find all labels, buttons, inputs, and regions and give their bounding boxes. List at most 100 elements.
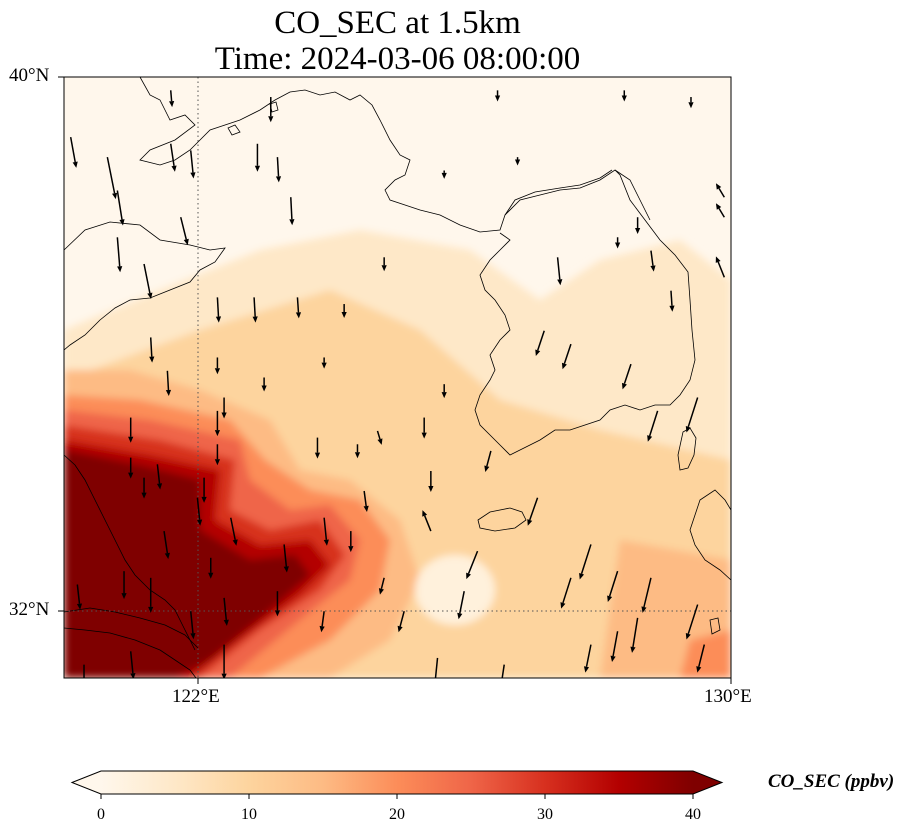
colorbar-label-10: 10: [241, 806, 257, 823]
wind-arrow-head: [685, 633, 691, 640]
coastline-yangtze-south: [64, 627, 197, 678]
wind-arrow: [261, 377, 267, 392]
wind-arrow-head: [428, 485, 434, 492]
wind-arrow-head: [557, 279, 563, 286]
wind-arrow: [223, 597, 229, 626]
wind-arrow: [116, 237, 123, 273]
wind-arrow-head: [363, 505, 369, 513]
wind-arrow-shaft: [537, 330, 545, 351]
wind-arrow-head: [715, 256, 721, 263]
wind-arrow-shaft: [399, 611, 405, 627]
wind-arrow: [428, 470, 434, 492]
wind-arrow-head: [117, 266, 123, 273]
wind-arrow: [221, 397, 227, 419]
wind-arrow: [143, 263, 153, 299]
wind-arrow-shaft: [380, 577, 385, 589]
wind-arrow: [323, 517, 329, 546]
wind-arrow-head: [232, 539, 238, 546]
wind-arrow: [128, 417, 134, 443]
wind-arrow-head: [433, 680, 438, 686]
wind-arrow-shaft: [69, 136, 76, 163]
wind-arrow-head: [254, 165, 261, 172]
wind-arrow-shaft: [718, 207, 725, 218]
wind-arrow-head: [223, 619, 229, 626]
wind-arrow-shaft: [156, 464, 161, 484]
wind-arrow: [76, 584, 83, 610]
wind-arrow-shaft: [106, 156, 116, 194]
wind-arrow-shaft: [562, 577, 572, 604]
wind-arrow: [433, 657, 439, 686]
wind-arrow-head: [208, 572, 214, 579]
coastline-jiangsu: [64, 454, 196, 651]
wind-arrow-shaft: [556, 257, 561, 280]
colorbar-gradient: [101, 771, 693, 794]
wind-arrow: [685, 397, 699, 433]
wind-arrow: [615, 237, 621, 249]
wind-arrow-shaft: [612, 631, 619, 657]
colorbar-extend-min: [72, 771, 101, 794]
wind-arrow-shaft: [459, 591, 465, 614]
wind-arrow-shaft: [670, 290, 673, 306]
wind-arrow-head: [128, 472, 134, 479]
map-plot: [58, 76, 732, 690]
wind-arrow-shaft: [687, 604, 699, 635]
wind-arrow-head: [494, 95, 501, 102]
wind-arrow-shaft: [529, 497, 539, 521]
coastline-liaodong-bohai: [139, 77, 696, 456]
wind-arrow-head: [164, 552, 170, 560]
map-subtitle-time: Time: 2024-03-06 08:00:00: [214, 41, 581, 77]
wind-arrow: [215, 297, 222, 323]
wind-arrow: [556, 257, 563, 286]
wind-arrow-head: [183, 238, 189, 246]
colorbar-ticks: [100, 794, 694, 799]
wind-arrow: [696, 644, 706, 673]
wind-arrow: [561, 343, 572, 370]
wind-arrow-head: [76, 603, 83, 610]
wind-arrow: [621, 90, 627, 102]
wind-arrow: [621, 363, 632, 390]
coastline-yangtze-north: [64, 607, 199, 649]
wind-arrow: [214, 444, 221, 466]
wind-arrow-head: [321, 362, 327, 369]
wind-arrow-shaft: [608, 570, 619, 597]
wind-arrow-head: [274, 610, 281, 617]
wind-arrow: [165, 370, 172, 397]
wind-arrow-head: [81, 684, 86, 690]
wind-arrow-head: [715, 183, 722, 190]
wind-arrow-head: [323, 539, 329, 546]
wind-arrow-head: [381, 265, 387, 272]
wind-arrow-shaft: [486, 450, 492, 467]
wind-arrow-head: [535, 349, 541, 356]
wind-arrow-head: [621, 382, 627, 390]
wind-arrow: [688, 97, 694, 109]
wind-arrow: [341, 304, 347, 319]
wind-arrow: [441, 384, 447, 399]
wind-arrow-head: [561, 362, 567, 370]
wind-arrow: [319, 611, 325, 633]
wind-arrow: [321, 357, 327, 369]
wind-arrow: [441, 170, 447, 179]
wind-arrow-shaft: [717, 261, 726, 278]
coastline-kyushu: [689, 489, 731, 581]
wind-arrow-head: [514, 159, 521, 166]
wind-arrow-head: [169, 100, 175, 108]
wind-arrow: [149, 337, 155, 363]
wind-arrow-head: [441, 392, 447, 399]
wind-arrow-head: [696, 666, 702, 673]
colorbar-label-30: 30: [537, 806, 553, 823]
wind-arrow-head: [457, 612, 463, 620]
wind-arrow: [457, 591, 465, 620]
wind-arrow-shaft: [166, 370, 170, 391]
wind-arrow: [274, 591, 281, 617]
wind-arrow: [179, 217, 189, 246]
colorbar-extend-max: [693, 771, 722, 794]
wind-arrow-head: [647, 435, 653, 442]
wind-arrow-shaft: [563, 343, 572, 364]
wind-arrow-shaft: [230, 517, 236, 540]
colorbar: [70, 770, 724, 799]
wind-arrow: [715, 256, 726, 278]
lon-label-130: 130°E: [704, 686, 752, 707]
wind-arrow: [494, 90, 501, 102]
wind-arrow-head: [579, 572, 585, 580]
wind-arrow: [630, 617, 639, 653]
